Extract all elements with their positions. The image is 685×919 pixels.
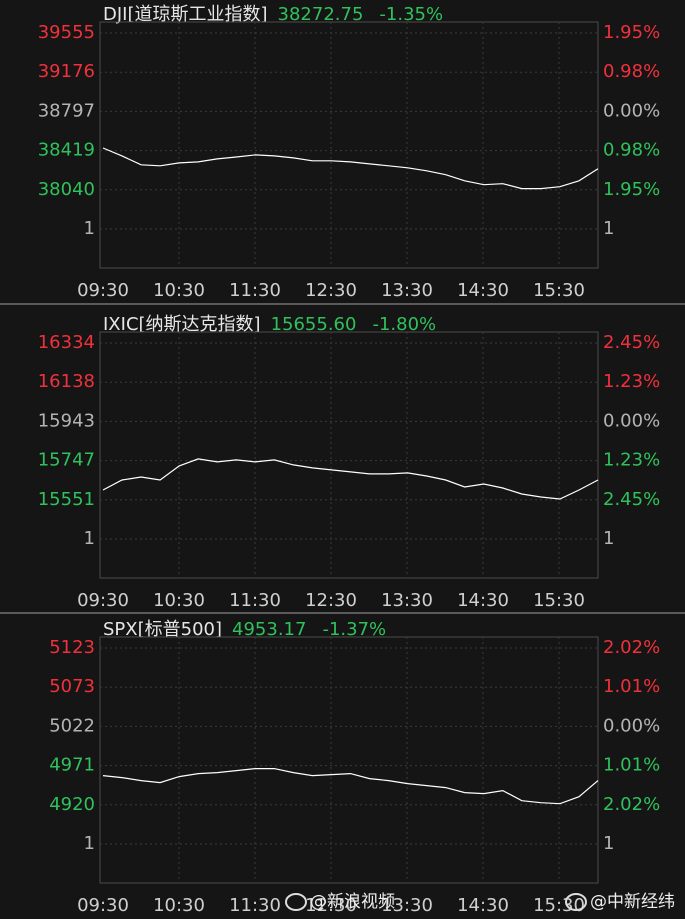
y-tick-label: 38797 bbox=[38, 100, 95, 121]
y-tick-label: 1 bbox=[84, 528, 95, 549]
panel-title: DJI[道琼斯工业指数] 38272.75 -1.35% bbox=[103, 4, 443, 25]
y2-tick-label: 0.00% bbox=[603, 100, 660, 121]
x-tick-label: 11:30 bbox=[229, 280, 281, 301]
index-panel: DJI[道琼斯工业指数] 38272.75 -1.35% 39555 39176 3879… bbox=[38, 4, 660, 301]
y2-tick-label: 2.02% bbox=[603, 637, 660, 658]
index-name: SPX[标普500] bbox=[103, 619, 222, 640]
y2-tick-label: 1 bbox=[603, 528, 614, 549]
x-tick-label: 09:30 bbox=[77, 895, 129, 916]
x-tick-label: 12:30 bbox=[305, 895, 357, 916]
watermark: @新浪视频 @中新经纬 bbox=[285, 892, 675, 912]
y2-tick-label: 1.01% bbox=[603, 676, 660, 697]
x-tick-label: 09:30 bbox=[77, 280, 129, 301]
y2-tick-label: 1.01% bbox=[603, 755, 660, 776]
index-price: 4953.17 bbox=[232, 619, 306, 640]
x-tick-label: 14:30 bbox=[457, 590, 509, 611]
x-tick-label: 13:30 bbox=[381, 590, 433, 611]
y-tick-label: 4920 bbox=[49, 794, 95, 815]
y-tick-label: 1 bbox=[84, 833, 95, 854]
y2-tick-label: 2.45% bbox=[603, 489, 660, 510]
y-tick-label: 5022 bbox=[49, 715, 95, 736]
weibo-icon bbox=[565, 893, 587, 911]
y2-tick-label: 1.95% bbox=[603, 179, 660, 200]
x-tick-label: 14:30 bbox=[457, 280, 509, 301]
index-panel: IXIC[纳斯达克指数] 15655.60 -1.80% 16334 16138 1594… bbox=[38, 314, 660, 611]
y2-tick-label: 0.00% bbox=[603, 410, 660, 431]
y-tick-label: 16138 bbox=[38, 371, 95, 392]
y2-tick-label: 0.98% bbox=[603, 61, 660, 82]
panel-title: SPX[标普500] 4953.17 -1.37% bbox=[103, 619, 386, 640]
y-tick-label: 5073 bbox=[49, 676, 95, 697]
y2-tick-label: 0.98% bbox=[603, 140, 660, 161]
x-tick-label: 14:30 bbox=[457, 895, 509, 916]
y-tick-label: 38040 bbox=[38, 179, 95, 200]
index-panel: SPX[标普500] 4953.17 -1.37% 5123 5073 5022 4971 4… bbox=[49, 619, 660, 916]
x-tick-label: 12:30 bbox=[305, 590, 357, 611]
x-tick-label: 13:30 bbox=[381, 895, 433, 916]
weibo-icon bbox=[285, 893, 307, 911]
index-price: 38272.75 bbox=[278, 4, 364, 25]
x-tick-label: 10:30 bbox=[153, 280, 205, 301]
y2-tick-label: 2.45% bbox=[603, 332, 660, 353]
watermark-text: @中新经纬 bbox=[590, 892, 675, 912]
y-tick-label: 39176 bbox=[38, 61, 95, 82]
plot-frame bbox=[99, 21, 599, 269]
price-line bbox=[102, 458, 599, 500]
x-tick-label: 10:30 bbox=[153, 590, 205, 611]
y2-tick-label: 0.00% bbox=[603, 715, 660, 736]
index-change: -1.80% bbox=[372, 314, 436, 335]
x-tick-label: 10:30 bbox=[153, 895, 205, 916]
y2-tick-label: 1 bbox=[603, 218, 614, 239]
y-tick-label: 5123 bbox=[49, 637, 95, 658]
y-tick-label: 16334 bbox=[38, 332, 95, 353]
y-tick-label: 39555 bbox=[38, 22, 95, 43]
x-tick-label: 15:30 bbox=[533, 590, 585, 611]
x-tick-label: 11:30 bbox=[229, 895, 281, 916]
y-tick-label: 15943 bbox=[38, 410, 95, 431]
y2-tick-label: 1.23% bbox=[603, 450, 660, 471]
plot-frame bbox=[99, 636, 599, 884]
watermark-text: @新浪视频 bbox=[310, 892, 395, 912]
y-tick-label: 15551 bbox=[38, 489, 95, 510]
y2-tick-label: 1.95% bbox=[603, 22, 660, 43]
y2-tick-label: 1 bbox=[603, 833, 614, 854]
index-name: IXIC[纳斯达克指数] bbox=[103, 314, 261, 335]
x-tick-label: 11:30 bbox=[229, 590, 281, 611]
y-tick-label: 4971 bbox=[49, 755, 95, 776]
y-tick-label: 1 bbox=[84, 218, 95, 239]
y2-tick-label: 1.23% bbox=[603, 371, 660, 392]
x-tick-label: 13:30 bbox=[381, 280, 433, 301]
x-tick-label: 15:30 bbox=[533, 280, 585, 301]
price-line bbox=[102, 768, 599, 805]
x-tick-label: 12:30 bbox=[305, 280, 357, 301]
index-name: DJI[道琼斯工业指数] bbox=[103, 4, 268, 25]
index-price: 15655.60 bbox=[271, 314, 357, 335]
price-line bbox=[102, 147, 599, 190]
x-tick-label: 15:30 bbox=[533, 895, 585, 916]
y2-tick-label: 2.02% bbox=[603, 794, 660, 815]
index-change: -1.35% bbox=[379, 4, 443, 25]
y-tick-label: 15747 bbox=[38, 450, 95, 471]
panel-title: IXIC[纳斯达克指数] 15655.60 -1.80% bbox=[103, 314, 436, 335]
x-tick-label: 09:30 bbox=[77, 590, 129, 611]
index-change: -1.37% bbox=[322, 619, 386, 640]
plot-frame bbox=[99, 331, 599, 579]
y-tick-label: 38419 bbox=[38, 140, 95, 161]
